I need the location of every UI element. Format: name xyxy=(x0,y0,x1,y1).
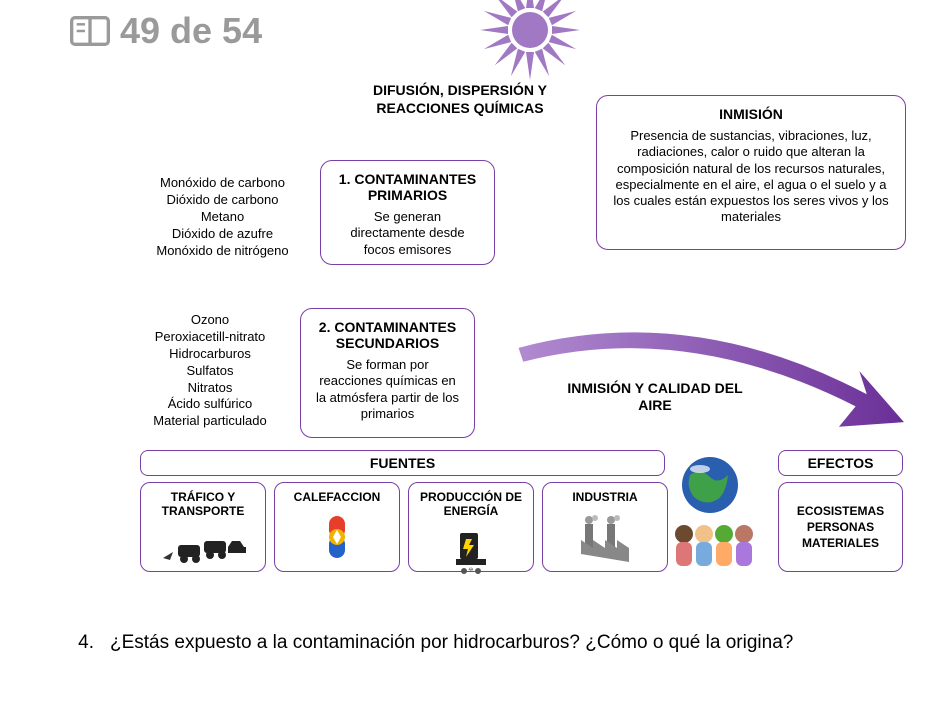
transport-icon xyxy=(158,525,248,565)
primary-contaminants-list: Monóxido de carbonoDióxido de carbonoMet… xyxy=(130,175,315,259)
source-industria: INDUSTRIA xyxy=(542,482,668,572)
top-title: DIFUSIÓN, DISPERSIÓN Y REACCIONES QUÍMIC… xyxy=(345,82,575,117)
primary-box-title: 1. CONTAMINANTES PRIMARIOS xyxy=(335,171,480,203)
list-item: Ácido sulfúrico xyxy=(130,396,290,413)
primary-box-body: Se generan directamente desde focos emis… xyxy=(335,209,480,258)
source-energia: PRODUCCIÓN DE ENERGÍA ☢ xyxy=(408,482,534,572)
inmision-box: INMISIÓN Presencia de sustancias, vibrac… xyxy=(596,95,906,250)
list-item: Monóxido de carbono xyxy=(130,175,315,192)
open-book-icon xyxy=(70,15,110,47)
question-text: ¿Estás expuesto a la contaminación por h… xyxy=(110,630,793,657)
efectos-header: EFECTOS xyxy=(778,450,903,476)
inmision-title: INMISIÓN xyxy=(611,106,891,122)
secondary-contaminants-box: 2. CONTAMINANTES SECUNDARIOS Se forman p… xyxy=(300,308,475,438)
globe-icon xyxy=(680,455,740,515)
effects-line: ECOSISTEMAS xyxy=(787,503,894,519)
effects-box: ECOSISTEMAS PERSONAS MATERIALES xyxy=(778,482,903,572)
question-4: 4. ¿Estás expuesto a la contaminación po… xyxy=(70,630,890,657)
primary-contaminants-box: 1. CONTAMINANTES PRIMARIOS Se generan di… xyxy=(320,160,495,265)
list-item: Dióxido de carbono xyxy=(130,192,315,209)
list-item: Peroxiacetill-nitrato xyxy=(130,329,290,346)
secondary-box-title: 2. CONTAMINANTES SECUNDARIOS xyxy=(315,319,460,351)
inmision-calidad-label: INMISIÓN Y CALIDAD DEL AIRE xyxy=(555,380,755,414)
list-item: Monóxido de nitrógeno xyxy=(130,243,315,260)
energy-icon: ☢ xyxy=(446,525,496,575)
list-item: Metano xyxy=(130,209,315,226)
page-indicator: 49 de 54 xyxy=(70,10,262,52)
question-number: 4. xyxy=(70,630,94,657)
fuentes-header: FUENTES xyxy=(140,450,665,476)
list-item: Dióxido de azufre xyxy=(130,226,315,243)
secondary-box-body: Se forman por reacciones químicas en la … xyxy=(315,357,460,422)
effects-line: PERSONAS xyxy=(787,519,894,535)
source-label: INDUSTRIA xyxy=(572,491,637,505)
secondary-contaminants-list: OzonoPeroxiacetill-nitratoHidrocarburosS… xyxy=(130,312,290,430)
inmision-body: Presencia de sustancias, vibraciones, lu… xyxy=(611,128,891,226)
source-label: CALEFACCION xyxy=(294,491,381,505)
source-label: PRODUCCIÓN DE ENERGÍA xyxy=(415,491,527,519)
page-count-text: 49 de 54 xyxy=(120,10,262,52)
list-item: Material particulado xyxy=(130,413,290,430)
list-item: Nitratos xyxy=(130,380,290,397)
list-item: Ozono xyxy=(130,312,290,329)
heating-icon xyxy=(312,511,362,563)
list-item: Hidrocarburos xyxy=(130,346,290,363)
sun-icon xyxy=(480,0,580,80)
source-trafico: TRÁFICO Y TRANSPORTE xyxy=(140,482,266,572)
source-label: TRÁFICO Y TRANSPORTE xyxy=(147,491,259,519)
industry-icon xyxy=(575,511,635,563)
people-icon xyxy=(670,520,760,575)
source-calefaccion: CALEFACCION xyxy=(274,482,400,572)
list-item: Sulfatos xyxy=(130,363,290,380)
effects-line: MATERIALES xyxy=(787,535,894,551)
svg-text:☢: ☢ xyxy=(468,567,473,574)
